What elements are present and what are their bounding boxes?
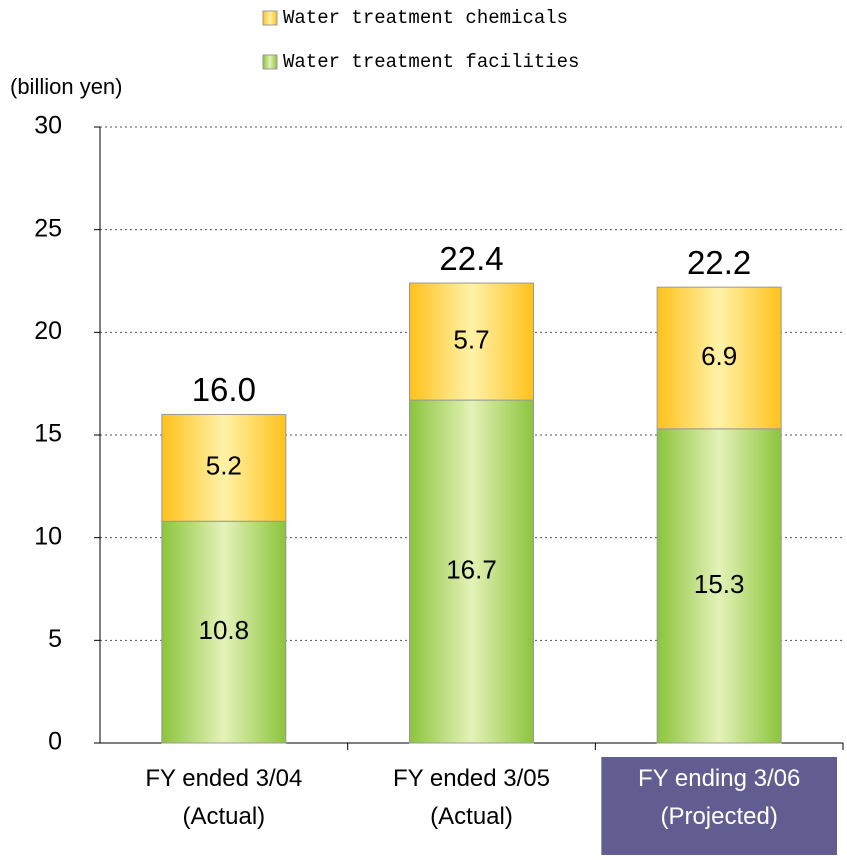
y-tick-label: 30 <box>34 112 62 140</box>
x-tick-label: FY ending 3/06 (Projected) <box>638 765 800 830</box>
segment-label: 5.7 <box>453 324 489 354</box>
x-tick-label: FY ended 3/04 (Actual) <box>145 765 302 830</box>
y-tick-label: 0 <box>48 728 62 756</box>
segment-label: 15.3 <box>694 569 745 599</box>
y-tick-label: 15 <box>34 420 62 448</box>
bar-segment <box>656 428 782 744</box>
legend-swatch <box>262 54 278 70</box>
y-tick-label: 10 <box>34 522 62 550</box>
total-label: 16.0 <box>192 371 256 408</box>
y-axis-label: (billion yen) <box>10 74 123 99</box>
bar-segment <box>161 520 287 744</box>
bar-segment <box>161 413 287 522</box>
x-tick-label: FY ended 3/05 (Actual) <box>393 765 550 830</box>
total-label: 22.2 <box>687 244 751 281</box>
segment-label: 10.8 <box>199 615 250 645</box>
category-highlight <box>601 757 837 855</box>
bar-segment <box>656 286 782 430</box>
legend-label: Water treatment chemicals <box>283 7 568 29</box>
legend-swatch <box>262 10 278 26</box>
y-tick-label: 20 <box>34 317 62 345</box>
segment-label: 16.7 <box>446 554 497 584</box>
bar-segment <box>409 399 534 744</box>
bar-segment <box>409 282 534 401</box>
total-label: 22.4 <box>439 240 503 277</box>
legend-label: Water treatment facilities <box>283 51 579 73</box>
y-tick-label: 5 <box>48 625 62 653</box>
y-tick-label: 25 <box>34 214 62 242</box>
segment-label: 5.2 <box>206 451 242 481</box>
segment-label: 6.9 <box>701 341 737 371</box>
